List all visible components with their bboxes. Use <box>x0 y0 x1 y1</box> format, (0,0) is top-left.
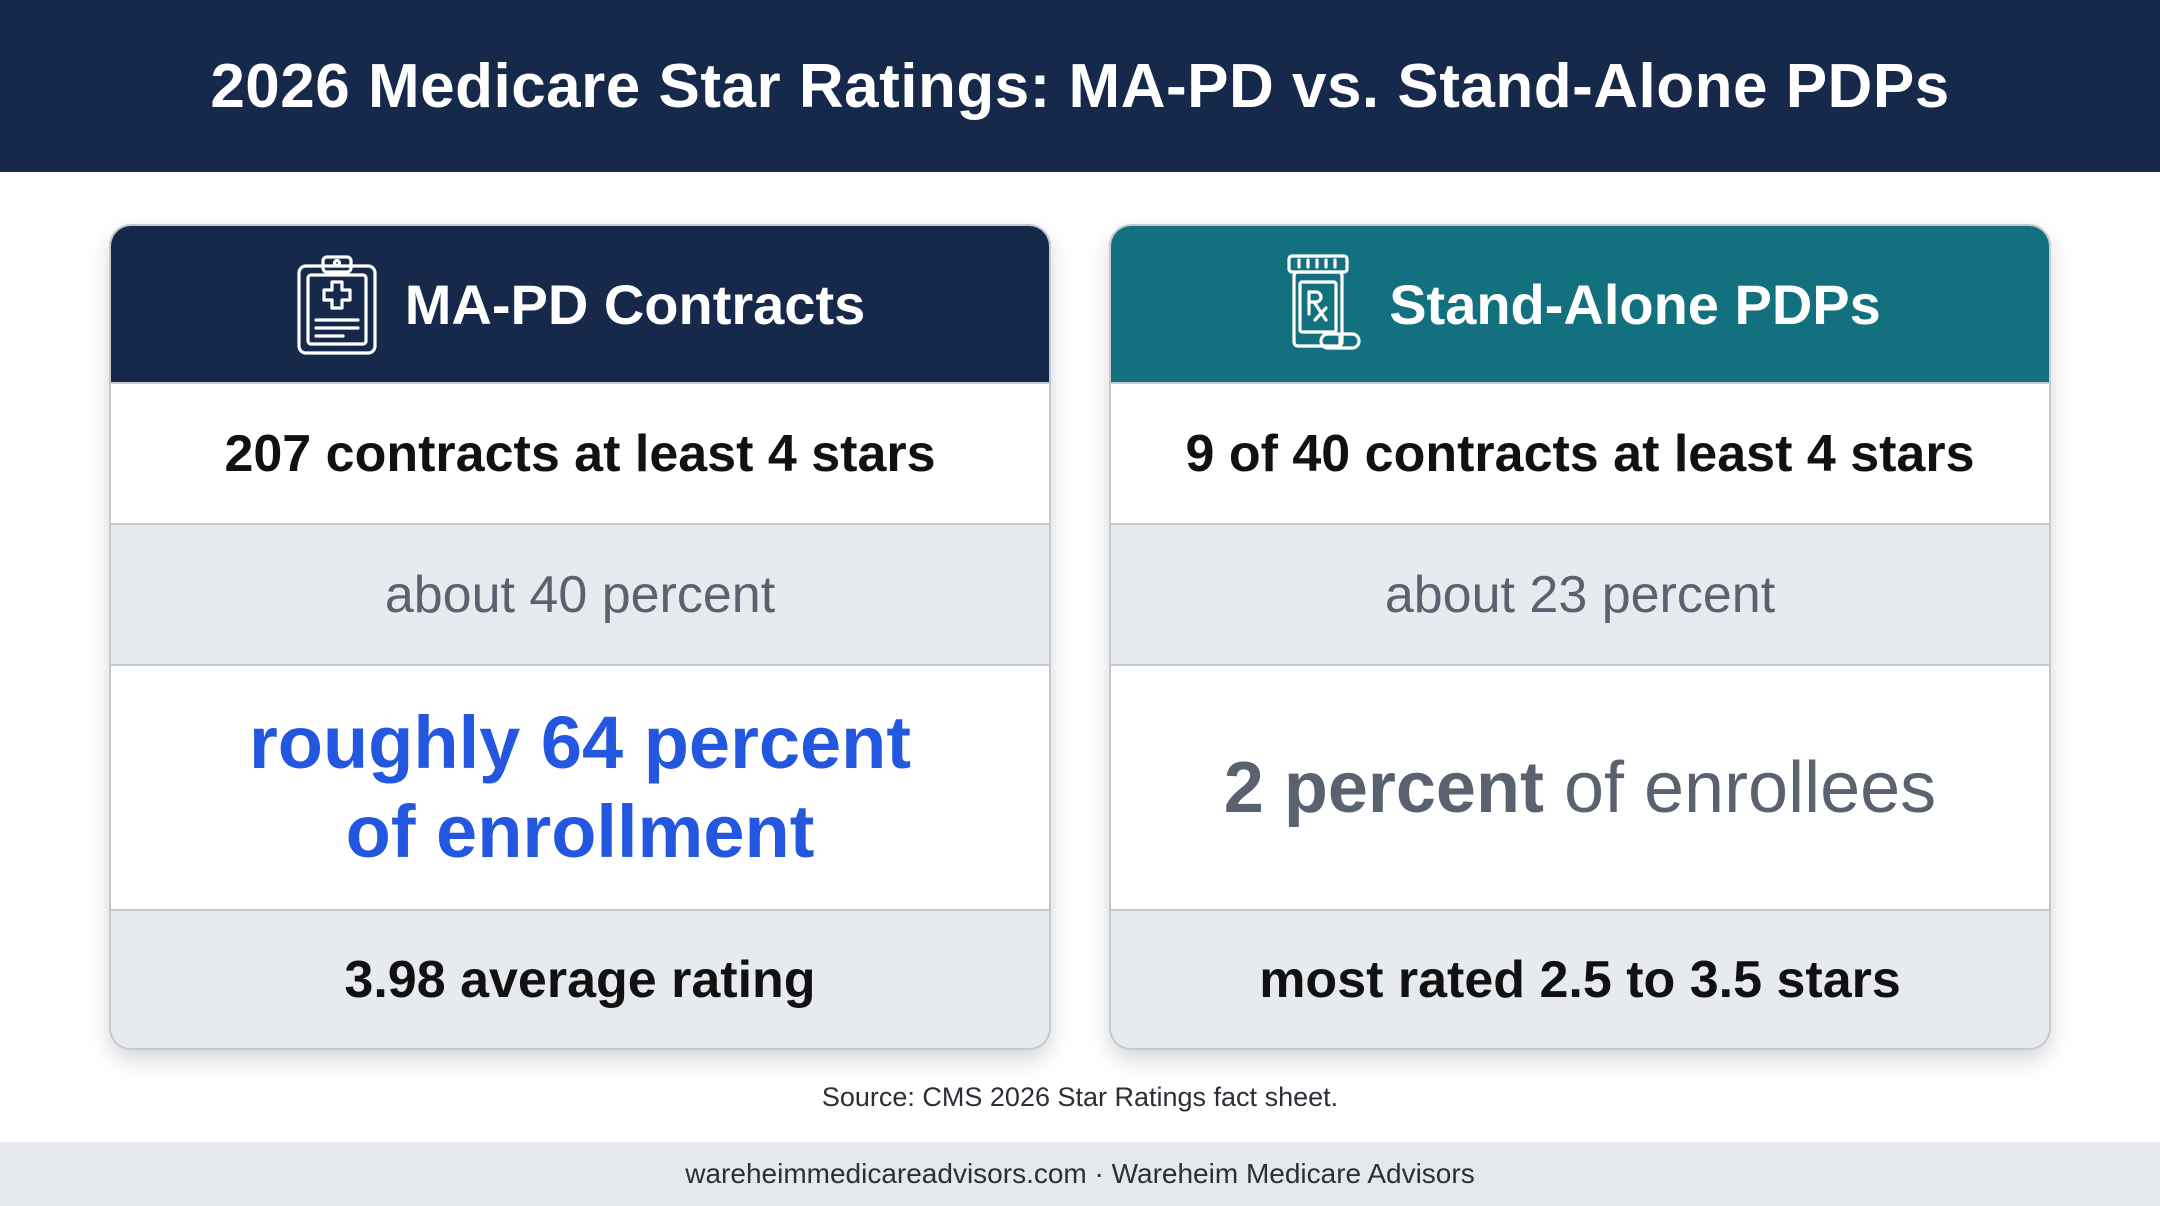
mapd-contracts-text: 207 contracts at least 4 stars <box>224 424 936 483</box>
mapd-percent-text: about 40 percent <box>384 565 776 624</box>
pdp-card-header: Stand-Alone PDPs <box>1111 226 2049 382</box>
mapd-enrollment-row: roughly 64 percent of enrollment <box>111 664 1049 909</box>
footer-bar: wareheimmedicareadvisors.com · Wareheim … <box>0 1142 2160 1206</box>
pdp-percent-row: about 23 percent <box>1111 523 2049 664</box>
footer-text: wareheimmedicareadvisors.com · Wareheim … <box>685 1158 1475 1189</box>
mapd-rating-text: 3.98 average rating <box>344 950 816 1009</box>
pdp-contracts-row: 9 of 40 contracts at least 4 stars <box>1111 382 2049 523</box>
page-header: 2026 Medicare Star Ratings: MA-PD vs. St… <box>0 0 2160 172</box>
mapd-enrollment-line1: roughly 64 percent <box>248 700 912 784</box>
pdp-rating-text: most rated 2.5 to 3.5 stars <box>1259 950 1901 1009</box>
page-title: 2026 Medicare Star Ratings: MA-PD vs. St… <box>210 51 1950 121</box>
pdp-rating-row: most rated 2.5 to 3.5 stars <box>1111 909 2049 1048</box>
pdp-enrollment-text: 2 percent of enrollees <box>1224 747 1936 829</box>
mapd-card-header: MA-PD Contracts <box>111 226 1049 382</box>
pdp-contracts-text: 9 of 40 contracts at least 4 stars <box>1185 424 1975 483</box>
pdp-enrollment-rest: of enrollees <box>1543 747 1937 828</box>
prescription-bottle-icon <box>1287 254 1361 350</box>
pdp-card-title: Stand-Alone PDPs <box>1389 272 1881 336</box>
source-note: Source: CMS 2026 Star Ratings fact sheet… <box>821 1082 1339 1112</box>
pdp-enrollment-row: 2 percent of enrollees <box>1111 664 2049 909</box>
mapd-contracts-row: 207 contracts at least 4 stars <box>111 382 1049 523</box>
mapd-card: MA-PD Contracts 207 contracts at least 4… <box>109 224 1051 1050</box>
mapd-enrollment-text: roughly 64 percent of enrollment <box>249 699 911 877</box>
mapd-percent-row: about 40 percent <box>111 523 1049 664</box>
pdp-card: Stand-Alone PDPs 9 of 40 contracts at le… <box>1109 224 2051 1050</box>
mapd-enrollment-line2: of enrollment <box>345 789 815 873</box>
clipboard-medical-icon <box>297 255 377 355</box>
pdp-percent-text: about 23 percent <box>1384 565 1776 624</box>
pdp-enrollment-strong: 2 percent <box>1223 747 1544 828</box>
mapd-card-title: MA-PD Contracts <box>404 272 866 336</box>
mapd-rating-row: 3.98 average rating <box>111 909 1049 1048</box>
